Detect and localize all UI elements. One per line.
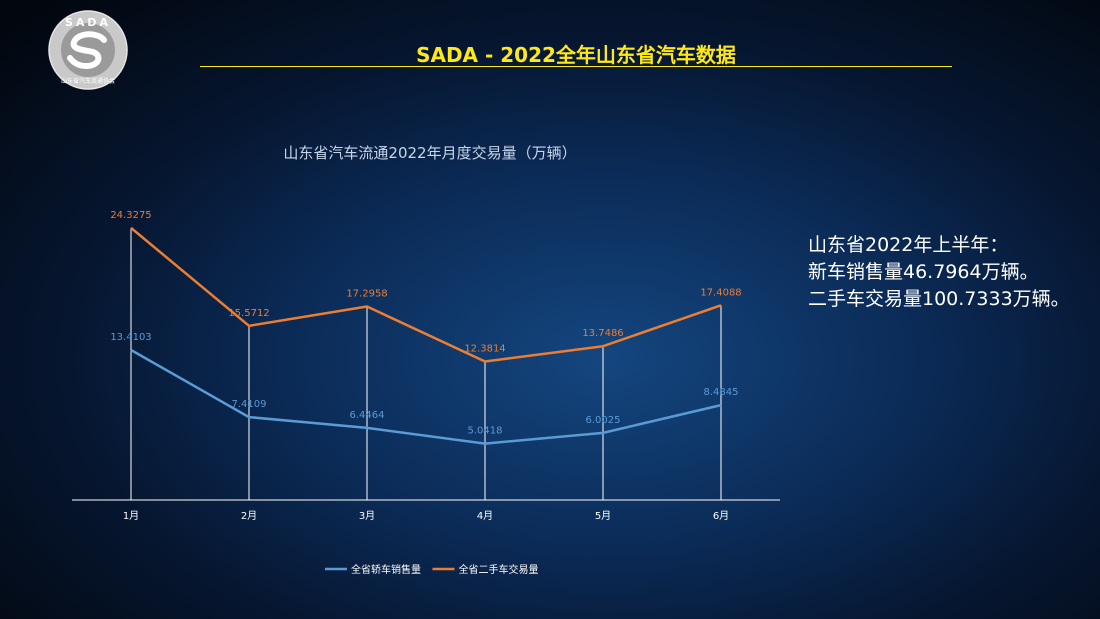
legend-label: 全省二手车交易量 [459, 563, 539, 576]
series-line [130, 348, 722, 445]
data-labels: 13.4103 7.4109 6.4464 5.0418 6.0025 8.4845 24.… [110, 210, 741, 437]
data-label: 5.0418 [468, 426, 503, 437]
data-label: 8.4845 [704, 387, 739, 398]
data-label: 17.4088 [700, 287, 741, 298]
page-title: SADA - 2022全年山东省汽车数据 [416, 43, 736, 67]
x-tick-label: 3月 [359, 510, 375, 522]
series-line [130, 226, 722, 363]
x-tick-labels: 1月 2月 3月 4月 5月 6月 [123, 510, 729, 522]
summary-text: 山东省2022年上半年： 新车销售量46.7964万辆。 二手车交易量100.7… [808, 232, 1098, 313]
summary-line-3: 二手车交易量100.7333万辆。 [808, 288, 1070, 310]
legend: 全省轿车销售量 全省二手车交易量 [325, 563, 539, 576]
logo-text: SADA [65, 16, 111, 29]
title-underline [200, 66, 952, 67]
data-label: 17.2958 [346, 289, 387, 300]
data-label: 13.4103 [110, 332, 151, 343]
x-tick-label: 5月 [595, 510, 611, 522]
legend-label: 全省轿车销售量 [351, 563, 421, 576]
drop-lines [130, 227, 722, 500]
data-label: 6.4464 [350, 410, 385, 421]
series-lines [130, 226, 722, 445]
data-label: 6.0025 [586, 415, 621, 426]
chart-title: 山东省汽车流通2022年月度交易量（万辆） [283, 144, 577, 162]
data-label: 15.5712 [228, 308, 269, 319]
data-label: 12.3814 [464, 344, 505, 355]
summary-line-2: 新车销售量46.7964万辆。 [808, 261, 1039, 283]
x-tick-label: 4月 [477, 510, 493, 522]
summary-line-1: 山东省2022年上半年： [808, 234, 1009, 256]
data-label: 7.4109 [232, 399, 267, 410]
sada-logo: SADA 山东省汽车流通协会 [48, 10, 128, 90]
x-tick-label: 6月 [713, 510, 729, 522]
data-label: 24.3275 [110, 210, 151, 221]
data-label: 13.7486 [582, 328, 623, 339]
x-tick-label: 1月 [123, 510, 139, 522]
x-tick-label: 2月 [241, 510, 257, 522]
logo-subtext: 山东省汽车流通协会 [61, 77, 115, 85]
